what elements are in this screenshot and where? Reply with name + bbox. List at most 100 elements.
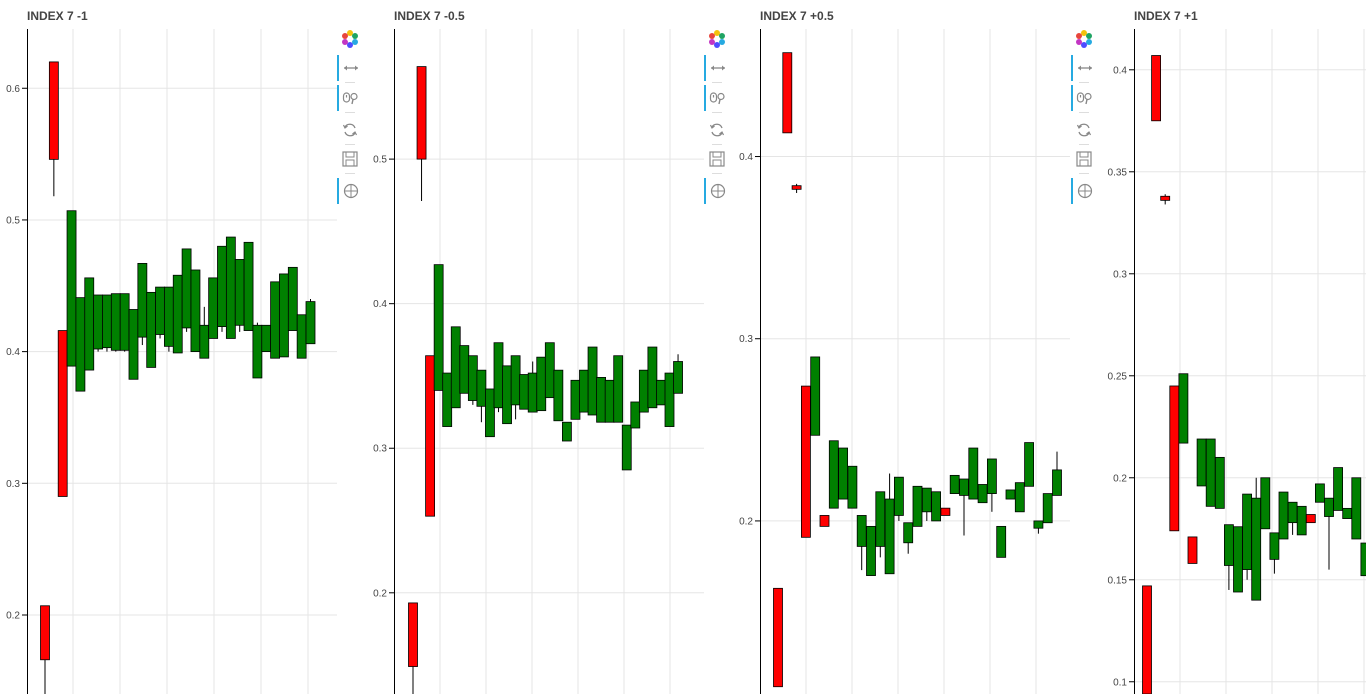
y-tick-label: 0.3 [373,444,387,455]
wheel-zoom-tool[interactable] [1071,85,1097,111]
candle [208,277,219,339]
candle-body-up [1042,493,1053,524]
candle-body-up [1260,477,1271,530]
hover-icon [1076,182,1094,200]
candlestick-plot[interactable]: 0.2 0.3 0.4 0.5 [366,0,706,694]
candle-body-up [217,245,227,328]
candle-body-up [1314,483,1325,503]
candle-body-up [1287,501,1298,524]
candle-body-up [199,324,210,359]
candle [270,281,281,359]
save-tool[interactable] [337,146,363,172]
candle-body-up [75,297,86,392]
candle-body-up [1205,438,1216,507]
hover-tool[interactable] [337,178,363,204]
wheel-zoom-tool[interactable] [337,85,363,111]
candle-body-up [893,476,904,516]
chart-title: INDEX 7 +1 [1134,9,1198,23]
candle-body-up [305,301,316,345]
candle [1260,477,1271,530]
chart-title: INDEX 7 +0.5 [760,9,834,23]
y-tick-label: 0.2 [739,516,753,527]
candle [199,306,210,359]
candle [1233,526,1243,593]
pan-tool[interactable] [337,55,363,81]
y-tick-label: 0.25 [1108,371,1128,382]
candle [875,491,886,558]
candle-body-down [801,385,811,538]
candle [485,388,495,438]
wheel-zoom-tool[interactable] [704,85,730,111]
y-tick-label: 0.4 [373,299,387,310]
reset-tool[interactable] [1071,117,1097,143]
candle-body-down [1151,55,1161,122]
candle [647,346,658,409]
candle [903,522,914,554]
candle-body-up [1224,524,1234,566]
candle-body-up [234,259,245,326]
toolbar-separator [1079,112,1089,113]
bokeh-logo-tool[interactable] [704,26,730,52]
candle-body-up [1269,532,1280,560]
candle-body-up [553,369,564,422]
candle-body-down [416,66,427,160]
y-tick-label: 0.4 [739,152,753,163]
save-tool[interactable] [704,146,730,172]
candle-body-up [476,369,487,407]
candle-body-down [48,61,59,160]
candle-body-down [1169,385,1180,532]
reset-icon [1075,121,1093,139]
y-tick-label: 0.4 [1113,65,1127,76]
save-icon [1075,150,1093,168]
hover-icon [709,182,727,200]
candlestick-plot[interactable]: 0.2 0.3 0.4 [734,0,1074,694]
pan-tool[interactable] [1071,55,1097,81]
candle-body-up [1360,542,1366,577]
candle-body-up [536,356,547,412]
y-tick-label: 0.5 [373,155,387,166]
grid [1134,29,1366,694]
candle [893,476,904,521]
bokeh-logo-tool[interactable] [337,26,363,52]
candle [1005,489,1016,500]
candle-body-up [287,266,298,331]
candle [847,465,858,509]
hover-tool[interactable] [1071,178,1097,204]
candle [613,355,624,423]
candle-body-down [791,185,802,190]
candle [1333,467,1344,511]
candle-body-up [866,525,876,576]
candle-body-up [467,355,478,401]
candlestick-plot[interactable]: 0.2 0.3 0.4 0.5 0.6 [0,0,340,694]
bokeh-logo-tool[interactable] [1071,26,1097,52]
pan-icon [709,59,727,77]
candle-body-up [243,241,254,331]
candle [476,369,487,423]
candle-body-up [1233,526,1243,593]
candle-body-up [621,424,632,471]
pan-tool[interactable] [704,55,730,81]
candle-body-up [986,458,997,494]
candle [467,355,478,405]
candle [519,374,530,410]
candle [673,354,683,394]
y-tick-label: 0.4 [6,347,20,358]
candlestick-plot[interactable]: 0.1 0.15 0.2 0.25 0.3 0.35 0.4 [1100,0,1366,694]
candle-body-up [485,388,495,438]
candle-body-up [630,401,641,429]
candle [48,61,59,197]
candle [450,326,461,409]
reset-tool[interactable] [337,117,363,143]
candle [527,361,538,413]
candle [146,291,157,368]
save-tool[interactable] [1071,146,1097,172]
wheel-zoom-icon [342,89,360,107]
candle [416,66,427,202]
hover-tool[interactable] [704,178,730,204]
candle-body-up [102,294,112,349]
reset-tool[interactable] [704,117,730,143]
candle-body-up [279,273,289,358]
candle-body-up [1296,505,1307,536]
reset-icon [708,121,726,139]
toolbar-separator [345,112,355,113]
